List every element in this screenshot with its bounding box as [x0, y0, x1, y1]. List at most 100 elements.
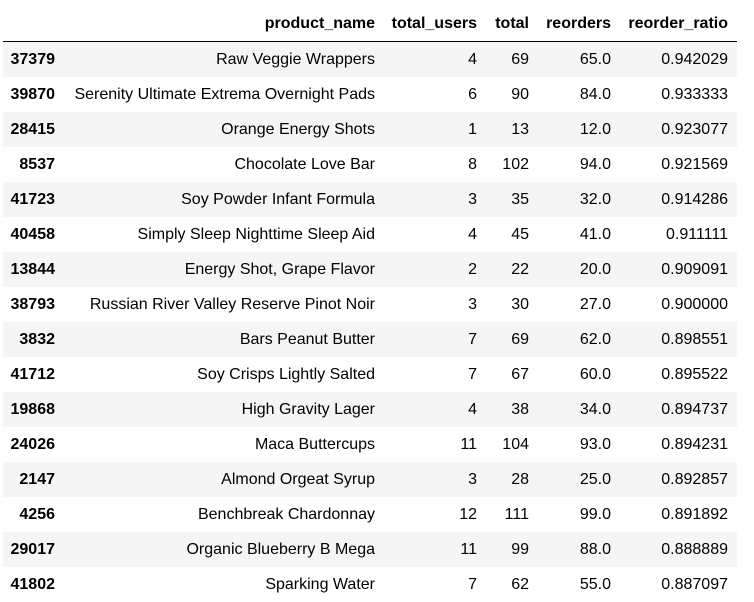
- cell-reorders: 55.0: [538, 567, 620, 602]
- row-index: 38793: [3, 287, 64, 322]
- cell-product-name: Benchbreak Chardonnay: [64, 497, 384, 532]
- cell-product-name: Raw Veggie Wrappers: [64, 42, 384, 78]
- cell-product-name: Serenity Ultimate Extrema Overnight Pads: [64, 77, 384, 112]
- cell-product-name: Organic Blueberry B Mega: [64, 532, 384, 567]
- cell-total-users: 7: [384, 357, 486, 392]
- cell-total: 69: [486, 322, 538, 357]
- cell-reorders: 32.0: [538, 182, 620, 217]
- column-header-product-name: product_name: [64, 6, 384, 42]
- row-index: 39870: [3, 77, 64, 112]
- cell-reorders: 25.0: [538, 462, 620, 497]
- row-index: 3832: [3, 322, 64, 357]
- cell-total-users: 4: [384, 42, 486, 78]
- cell-reorder-ratio: 0.892857: [620, 462, 737, 497]
- cell-reorder-ratio: 0.909091: [620, 252, 737, 287]
- cell-reorders: 20.0: [538, 252, 620, 287]
- cell-total: 30: [486, 287, 538, 322]
- row-index: 13844: [3, 252, 64, 287]
- cell-reorder-ratio: 0.923077: [620, 112, 737, 147]
- cell-reorders: 62.0: [538, 322, 620, 357]
- cell-total-users: 4: [384, 217, 486, 252]
- row-index: 37379: [3, 42, 64, 78]
- cell-reorders: 27.0: [538, 287, 620, 322]
- cell-total-users: 12: [384, 497, 486, 532]
- cell-total: 111: [486, 497, 538, 532]
- cell-product-name: Energy Shot, Grape Flavor: [64, 252, 384, 287]
- cell-product-name: Maca Buttercups: [64, 427, 384, 462]
- cell-reorders: 60.0: [538, 357, 620, 392]
- row-index: 29017: [3, 532, 64, 567]
- cell-reorders: 84.0: [538, 77, 620, 112]
- cell-reorders: 12.0: [538, 112, 620, 147]
- cell-total: 69: [486, 42, 538, 78]
- cell-reorder-ratio: 0.933333: [620, 77, 737, 112]
- index-header: [3, 6, 64, 42]
- cell-product-name: Soy Crisps Lightly Salted: [64, 357, 384, 392]
- cell-total: 45: [486, 217, 538, 252]
- cell-reorders: 99.0: [538, 497, 620, 532]
- column-header-total: total: [486, 6, 538, 42]
- row-index: 24026: [3, 427, 64, 462]
- dataframe-table: product_name total_users total reorders …: [3, 6, 737, 602]
- cell-total: 104: [486, 427, 538, 462]
- cell-product-name: Simply Sleep Nighttime Sleep Aid: [64, 217, 384, 252]
- cell-total-users: 11: [384, 532, 486, 567]
- cell-product-name: Orange Energy Shots: [64, 112, 384, 147]
- cell-total: 28: [486, 462, 538, 497]
- cell-product-name: Sparking Water: [64, 567, 384, 602]
- table-header: product_name total_users total reorders …: [3, 6, 737, 42]
- cell-total: 67: [486, 357, 538, 392]
- cell-reorder-ratio: 0.914286: [620, 182, 737, 217]
- column-header-reorders: reorders: [538, 6, 620, 42]
- cell-product-name: High Gravity Lager: [64, 392, 384, 427]
- cell-total: 38: [486, 392, 538, 427]
- cell-total: 99: [486, 532, 538, 567]
- cell-total-users: 11: [384, 427, 486, 462]
- cell-reorder-ratio: 0.894231: [620, 427, 737, 462]
- cell-product-name: Chocolate Love Bar: [64, 147, 384, 182]
- cell-total-users: 3: [384, 182, 486, 217]
- cell-reorder-ratio: 0.898551: [620, 322, 737, 357]
- cell-reorder-ratio: 0.942029: [620, 42, 737, 78]
- row-index: 40458: [3, 217, 64, 252]
- cell-total-users: 3: [384, 287, 486, 322]
- row-index: 19868: [3, 392, 64, 427]
- cell-reorder-ratio: 0.911111: [620, 217, 737, 252]
- column-header-reorder-ratio: reorder_ratio: [620, 6, 737, 42]
- cell-total-users: 2: [384, 252, 486, 287]
- row-index: 4256: [3, 497, 64, 532]
- cell-total: 13: [486, 112, 538, 147]
- header-row: product_name total_users total reorders …: [3, 6, 737, 42]
- row-index: 28415: [3, 112, 64, 147]
- cell-product-name: Soy Powder Infant Formula: [64, 182, 384, 217]
- cell-total-users: 7: [384, 567, 486, 602]
- cell-total-users: 7: [384, 322, 486, 357]
- row-index: 41712: [3, 357, 64, 392]
- cell-reorders: 65.0: [538, 42, 620, 78]
- cell-total-users: 6: [384, 77, 486, 112]
- cell-total-users: 8: [384, 147, 486, 182]
- row-index: 2147: [3, 462, 64, 497]
- cell-reorder-ratio: 0.891892: [620, 497, 737, 532]
- cell-total-users: 1: [384, 112, 486, 147]
- cell-reorders: 88.0: [538, 532, 620, 567]
- cell-total: 62: [486, 567, 538, 602]
- cell-reorder-ratio: 0.887097: [620, 567, 737, 602]
